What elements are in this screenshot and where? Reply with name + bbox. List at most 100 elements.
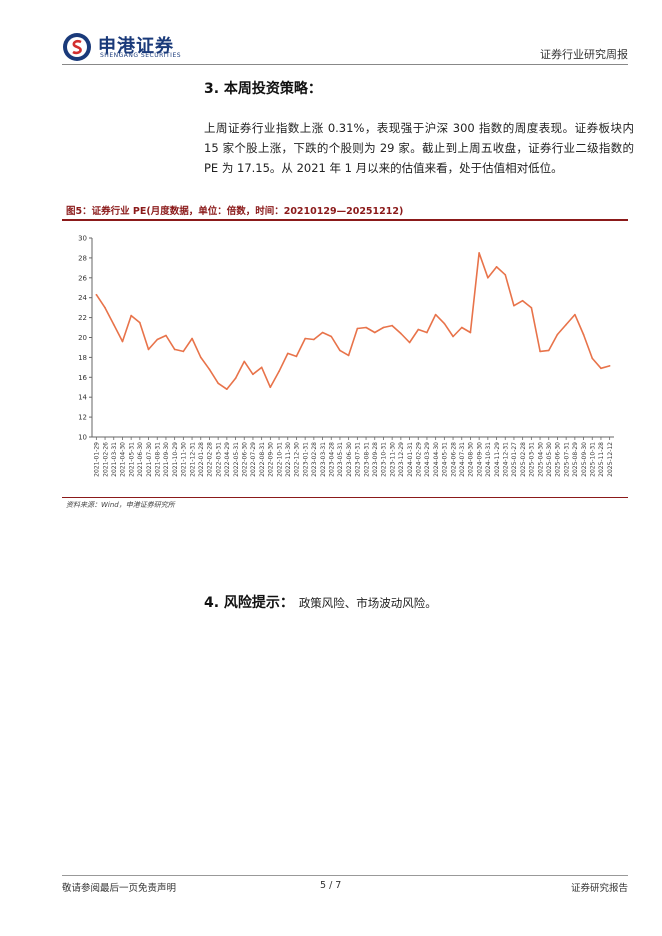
pe-data-point xyxy=(252,373,254,376)
pe-line-chart: 10 12 14 16 18 20 22 24 26 28 30 2021-01-29 2021-02-… xyxy=(78,235,614,477)
pe-data-point xyxy=(504,274,507,276)
pe-data-point xyxy=(295,355,298,358)
x-tick-label: 2022-08-31 xyxy=(259,442,266,477)
x-tick-label: 2025-05-30 xyxy=(546,442,553,477)
pe-data-point xyxy=(191,337,193,340)
pe-data-point xyxy=(112,323,115,326)
x-tick-label: 2021-08-31 xyxy=(154,442,161,477)
pe-data-point xyxy=(600,367,602,370)
figure-title: 图5：证券行业 PE(月度数据，单位：倍数，时间：20210129—202512… xyxy=(66,206,404,217)
pe-data-point xyxy=(156,338,159,341)
figure-bottom-rule xyxy=(62,497,628,498)
header-divider xyxy=(62,64,628,65)
pe-data-point xyxy=(408,341,411,344)
x-tick-label: 2024-05-31 xyxy=(442,442,449,477)
pe-data-point xyxy=(426,331,428,334)
x-tick-label: 2025-06-30 xyxy=(555,442,562,477)
x-tick-label: 2023-10-31 xyxy=(381,442,388,477)
logo-en-text: SHENGANG SECURITIES xyxy=(100,52,182,59)
x-tick-label: 2022-10-31 xyxy=(276,442,283,477)
pe-data-point xyxy=(304,337,306,340)
pe-data-point xyxy=(260,366,263,369)
pe-data-point xyxy=(278,370,280,373)
pe-data-point xyxy=(382,326,385,329)
pe-data-point xyxy=(339,349,341,352)
x-tick-label: 2022-03-31 xyxy=(215,442,222,477)
pe-data-point xyxy=(574,313,576,316)
x-tick-label: 2024-08-30 xyxy=(468,442,475,477)
x-tick-label: 2021-03-31 xyxy=(111,442,118,477)
section-4-title: 4. 风险提示： xyxy=(204,595,294,611)
pe-data-point xyxy=(434,313,437,316)
x-tick-label: 2021-10-29 xyxy=(172,442,179,477)
x-tick-label: 2024-10-31 xyxy=(485,442,492,477)
y-tick-label: 10 xyxy=(78,434,87,442)
pe-data-point xyxy=(95,293,98,296)
y-tick-label: 22 xyxy=(78,314,87,322)
y-tick-label: 24 xyxy=(78,294,87,302)
pe-data-point xyxy=(478,252,480,254)
pe-data-point xyxy=(591,357,594,360)
pe-data-point xyxy=(217,382,219,385)
figure-top-rule xyxy=(62,219,628,221)
logo-cn-text: 申港证券 xyxy=(98,36,174,57)
section-4-body: 政策风险、市场波动风险。 xyxy=(298,596,437,610)
x-tick-label: 2025-01-27 xyxy=(511,442,518,477)
pe-data-point xyxy=(347,354,350,357)
pe-data-point xyxy=(460,326,463,329)
x-tick-label: 2024-04-30 xyxy=(433,442,440,477)
x-tick-label: 2021-01-29 xyxy=(94,442,101,477)
x-tick-label: 2024-11-29 xyxy=(494,442,501,477)
pe-data-point xyxy=(243,360,246,363)
pe-data-point xyxy=(226,388,228,391)
section-4: 4. 风险提示： 政策风险、市场波动风险。 xyxy=(204,592,437,612)
x-tick-label: 2022-07-29 xyxy=(250,442,257,477)
x-tick-label: 2022-11-30 xyxy=(285,442,292,477)
x-tick-label: 2023-06-30 xyxy=(346,442,353,477)
section-3-paragraph: 上周证券行业指数上涨 0.31%，表现强于沪深 300 指数的周度表现。证券板块… xyxy=(204,121,634,175)
x-tick-label: 2025-11-28 xyxy=(598,442,605,477)
pe-data-point xyxy=(521,299,524,302)
pe-data-point xyxy=(147,348,150,351)
x-tick-label: 2025-03-31 xyxy=(529,442,536,477)
y-tick-label: 30 xyxy=(78,235,87,243)
report-type: 证券行业研究周报 xyxy=(540,48,628,61)
pe-data-point xyxy=(530,306,533,309)
footer-divider xyxy=(62,875,628,876)
x-tick-label: 2024-02-29 xyxy=(415,442,422,477)
x-tick-label: 2021-02-26 xyxy=(102,442,109,477)
x-tick-label: 2023-03-31 xyxy=(320,442,327,477)
x-tick-label: 2024-09-30 xyxy=(476,442,483,477)
pe-data-point xyxy=(400,332,402,335)
x-tick-label: 2023-09-28 xyxy=(372,442,379,477)
pe-data-point xyxy=(130,314,132,317)
pe-data-point xyxy=(373,331,376,334)
pe-data-point xyxy=(104,306,106,309)
y-tick-label: 14 xyxy=(78,394,87,402)
pe-data-point xyxy=(487,277,489,279)
x-tick-label: 2024-12-31 xyxy=(502,442,509,477)
pe-data-point xyxy=(556,333,559,336)
x-tick-label: 2022-05-31 xyxy=(233,442,240,477)
x-tick-label: 2022-02-28 xyxy=(207,442,214,477)
y-tick-label: 12 xyxy=(78,414,87,422)
x-tick-label: 2021-07-30 xyxy=(146,442,153,477)
pe-data-point xyxy=(417,328,420,331)
x-tick-label: 2024-06-28 xyxy=(450,442,457,477)
pe-data-point xyxy=(286,352,289,355)
x-tick-label: 2025-12-12 xyxy=(607,442,614,477)
x-tick-label: 2023-05-31 xyxy=(337,442,344,477)
x-tick-label: 2023-12-29 xyxy=(398,442,405,477)
footer-disclaimer: 敬请参阅最后一页免责声明 xyxy=(62,883,177,894)
section-3-title: 3. 本周投资策略： xyxy=(204,81,322,97)
y-tick-label: 18 xyxy=(78,354,87,362)
x-tick-label: 2023-04-28 xyxy=(328,442,335,477)
x-tick-label: 2023-11-30 xyxy=(389,442,396,477)
x-tick-label: 2022-06-30 xyxy=(241,442,248,477)
pe-data-point xyxy=(452,335,454,338)
figure-source: 资料来源：Wind，申港证券研究所 xyxy=(66,501,175,509)
x-tick-label: 2024-03-29 xyxy=(424,442,431,477)
pe-data-point xyxy=(208,368,211,371)
pe-data-point xyxy=(199,356,202,359)
x-tick-label: 2025-09-30 xyxy=(581,442,588,477)
